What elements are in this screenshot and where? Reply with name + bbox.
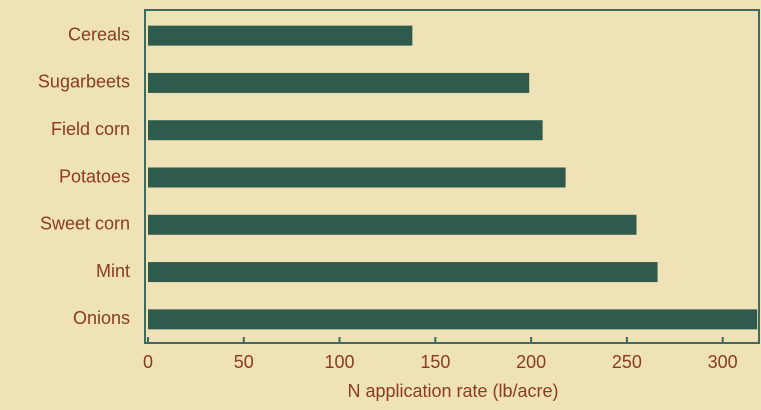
bar — [148, 72, 530, 93]
bar — [148, 309, 758, 330]
bar — [148, 262, 658, 283]
x-tick-label: 300 — [708, 352, 738, 372]
y-tick-label: Onions — [73, 308, 130, 328]
plot-frame — [144, 9, 760, 344]
x-tick-label: 200 — [516, 352, 546, 372]
y-tick-label: Field corn — [51, 119, 130, 139]
x-axis-label: N application rate (lb/acre) — [347, 381, 558, 401]
bar — [148, 214, 637, 235]
x-tick-label: 0 — [143, 352, 153, 372]
x-tick-label: 50 — [234, 352, 254, 372]
x-tick-label: 100 — [325, 352, 355, 372]
x-tick-label: 250 — [612, 352, 642, 372]
y-tick-label: Cereals — [68, 24, 130, 44]
y-tick-label: Sweet corn — [40, 214, 130, 234]
y-tick-label: Sugarbeets — [38, 72, 130, 92]
y-tick-label: Mint — [96, 261, 130, 281]
bar — [148, 120, 543, 141]
x-tick-label: 150 — [420, 352, 450, 372]
y-tick-label: Potatoes — [59, 166, 130, 186]
bar — [148, 167, 566, 188]
bar — [148, 25, 413, 46]
